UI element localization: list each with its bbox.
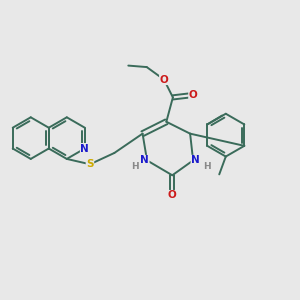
Text: N: N (140, 155, 149, 165)
Text: O: O (189, 90, 197, 100)
Text: H: H (131, 162, 138, 171)
Text: O: O (160, 75, 168, 85)
Text: O: O (168, 190, 177, 200)
Text: H: H (203, 162, 210, 171)
Text: S: S (86, 159, 94, 169)
Text: N: N (80, 143, 89, 154)
Text: N: N (191, 155, 200, 165)
